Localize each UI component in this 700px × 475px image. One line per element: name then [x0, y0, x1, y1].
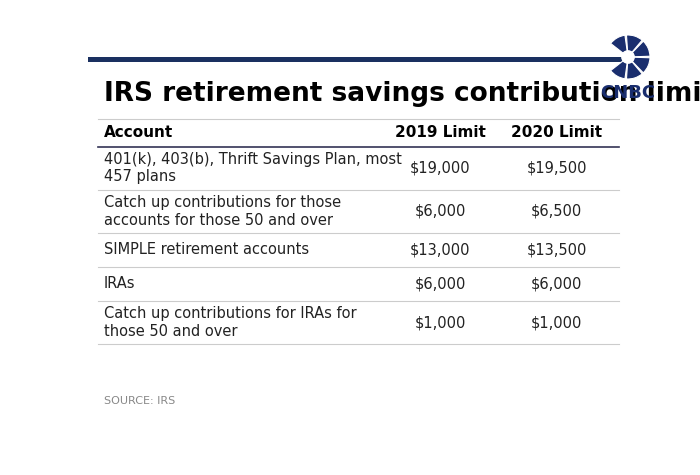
Text: $6,000: $6,000 [414, 276, 466, 292]
Circle shape [622, 51, 634, 63]
Text: CNBC: CNBC [601, 84, 656, 102]
Wedge shape [628, 41, 650, 57]
Text: 2019 Limit: 2019 Limit [395, 125, 486, 141]
Text: IRS retirement savings contribution limits: IRS retirement savings contribution limi… [104, 81, 700, 107]
Text: $6,000: $6,000 [531, 276, 582, 292]
Text: Account: Account [104, 125, 173, 141]
Text: SOURCE: IRS: SOURCE: IRS [104, 396, 175, 406]
Bar [88, 57, 630, 62]
Wedge shape [626, 57, 642, 79]
Text: Catch up contributions for those
accounts for those 50 and over: Catch up contributions for those account… [104, 195, 341, 228]
Text: $19,500: $19,500 [526, 161, 587, 176]
Text: $13,000: $13,000 [410, 242, 470, 257]
Text: $19,000: $19,000 [410, 161, 470, 176]
Text: $1,000: $1,000 [531, 315, 582, 330]
Text: 2020 Limit: 2020 Limit [511, 125, 602, 141]
Text: Catch up contributions for IRAs for
those 50 and over: Catch up contributions for IRAs for thos… [104, 306, 356, 339]
Text: $13,500: $13,500 [526, 242, 587, 257]
Text: SIMPLE retirement accounts: SIMPLE retirement accounts [104, 242, 309, 257]
Wedge shape [610, 35, 628, 57]
Text: IRAs: IRAs [104, 276, 135, 292]
Text: 401(k), 403(b), Thrift Savings Plan, most
457 plans: 401(k), 403(b), Thrift Savings Plan, mos… [104, 152, 402, 184]
Text: $6,000: $6,000 [414, 204, 466, 219]
Wedge shape [626, 35, 642, 57]
Text: $6,500: $6,500 [531, 204, 582, 219]
Wedge shape [628, 57, 650, 73]
Wedge shape [610, 57, 628, 79]
Text: $1,000: $1,000 [414, 315, 466, 330]
